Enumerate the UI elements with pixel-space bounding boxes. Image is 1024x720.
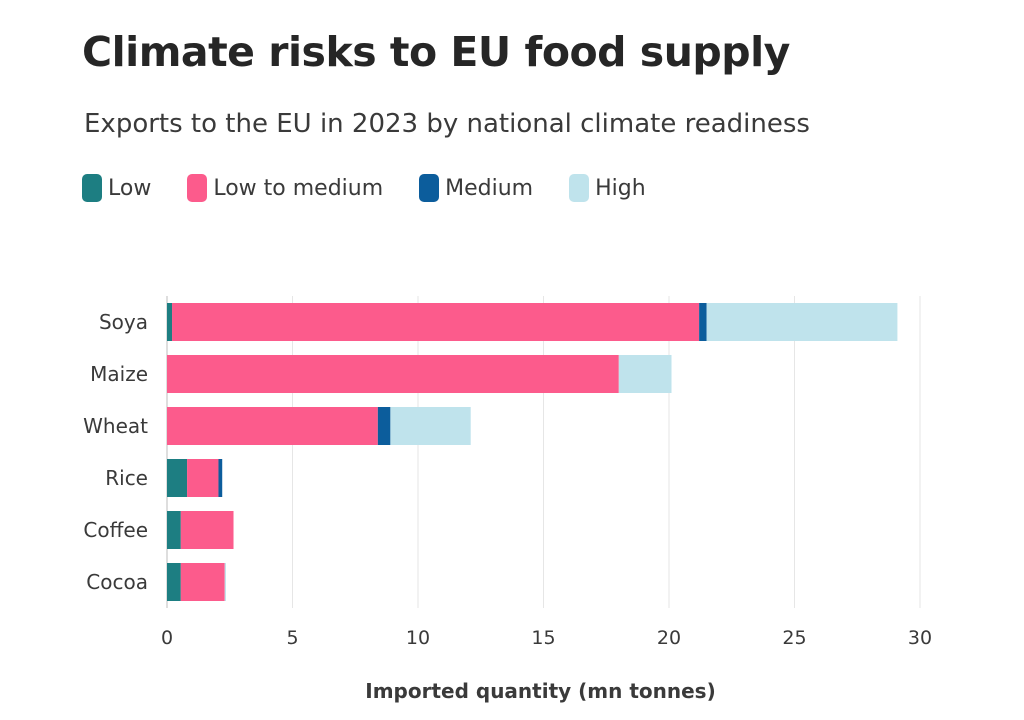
legend-label: Low to medium — [213, 175, 384, 201]
bar-segment — [218, 459, 223, 497]
bar-segment — [618, 355, 672, 393]
bar-segment — [180, 511, 234, 549]
legend-item: Medium — [419, 174, 533, 202]
bar-segment — [167, 407, 378, 445]
legend: Low Low to medium Medium High — [82, 172, 682, 204]
x-tick-label: 20 — [657, 627, 681, 649]
bar-segment — [167, 563, 181, 601]
legend-swatch — [569, 174, 590, 202]
chart-subtitle: Exports to the EU in 2023 by national cl… — [84, 109, 810, 139]
legend-label: Low — [108, 175, 152, 201]
legend-swatch — [82, 174, 102, 202]
bar-segment — [224, 563, 226, 601]
bar-segment — [390, 407, 471, 445]
x-tick-label: 15 — [531, 627, 555, 649]
chart-title: Climate risks to EU food supply — [82, 28, 790, 76]
bar-segment — [172, 303, 700, 341]
category-label: Maize — [90, 362, 148, 386]
x-tick-label: 0 — [161, 627, 173, 649]
legend-item: High — [569, 174, 646, 202]
bar-segment — [167, 511, 181, 549]
x-axis-title: Imported quantity (mn tonnes) — [365, 679, 715, 703]
x-tick-label: 10 — [406, 627, 430, 649]
legend-swatch — [187, 174, 208, 202]
legend-item: Low to medium — [187, 174, 383, 202]
bar-segment — [706, 303, 898, 341]
category-label: Coffee — [83, 518, 148, 542]
bar-segment — [167, 459, 188, 497]
category-label: Rice — [105, 466, 148, 490]
legend-item: Low — [82, 174, 151, 202]
legend-label: Medium — [445, 175, 534, 201]
bar-segment — [699, 303, 707, 341]
bar-segment — [180, 563, 225, 601]
x-tick-label: 30 — [908, 627, 932, 649]
category-label: Soya — [99, 310, 148, 334]
x-tick-label: 5 — [286, 627, 298, 649]
x-tick-label: 25 — [782, 627, 806, 649]
bar-segment — [187, 459, 219, 497]
bar-segment — [377, 407, 391, 445]
category-label: Wheat — [83, 414, 148, 438]
category-label: Cocoa — [86, 570, 148, 594]
bar-segment — [167, 303, 173, 341]
bar-segment — [167, 355, 619, 393]
legend-label: High — [595, 175, 646, 201]
legend-swatch — [419, 174, 440, 202]
